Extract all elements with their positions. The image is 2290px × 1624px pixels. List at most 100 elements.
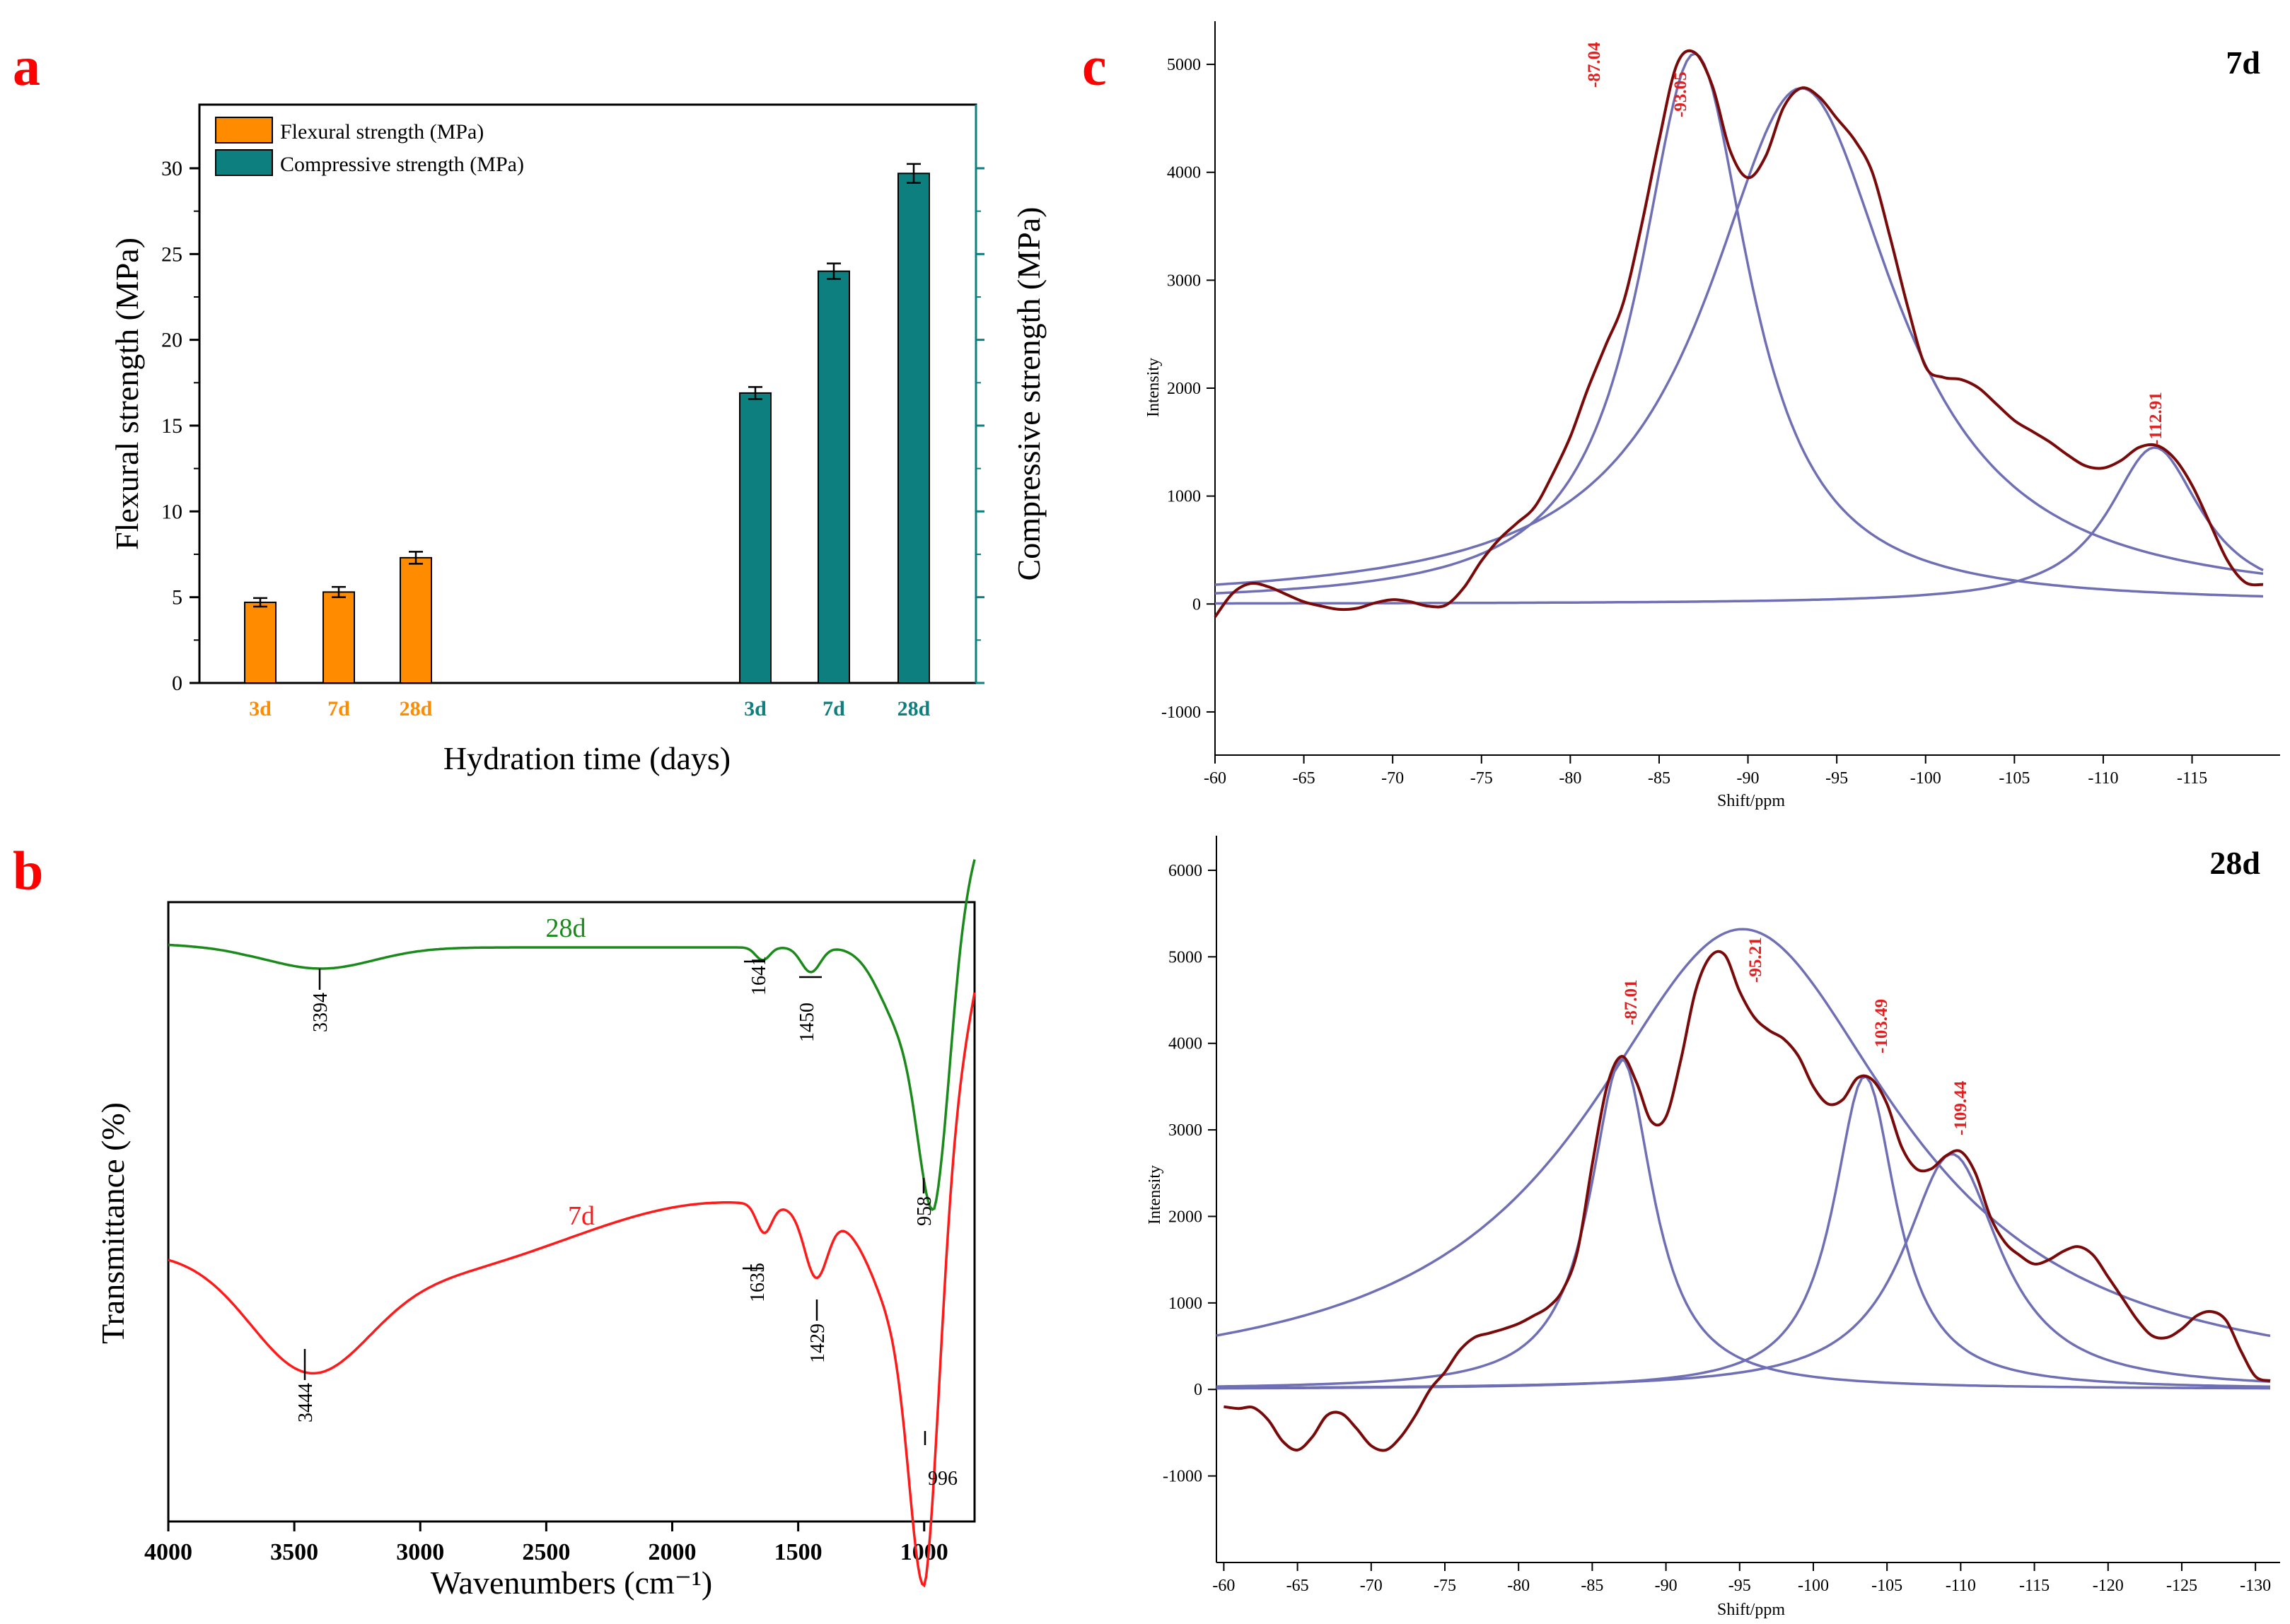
nmr7-ytick-label: 4000 (1167, 164, 1201, 182)
panel-a-category-labels: 3d 7d 28d 3d 7d 28d (249, 697, 931, 720)
panel-a-error-bar (907, 163, 921, 184)
nmr28-fit-curve-3 (1216, 1075, 2271, 1390)
panel-b-xtick-label: 3000 (396, 1539, 444, 1565)
nmr28-xtick-label: -100 (1798, 1577, 1829, 1595)
panel-b-xtick-label: 1000 (900, 1539, 948, 1565)
nmr28-peak-label-2: -95.21 (1746, 937, 1765, 983)
panel-letter-a: a (13, 35, 40, 97)
panel-a-legend: Flexural strength (MPa) Compressive stre… (215, 117, 524, 176)
ir-peak-958: 958 (914, 1196, 936, 1226)
panel-a-y-axis-label: Flexural strength (MPa) (109, 238, 145, 550)
nmr7-ytick-label: 0 (1192, 595, 1201, 614)
nmr7-ytick-label: 2000 (1167, 380, 1201, 398)
nmr7-fit-curves (1214, 52, 2264, 605)
ir-series-label-7d: 7d (568, 1201, 595, 1231)
nmr7-xtick-label: -60 (1204, 769, 1226, 788)
nmr28-peak-label-4: -109.44 (1951, 1080, 1970, 1135)
nmr7-xtick-label: -100 (1910, 769, 1941, 788)
panel-a-category-label: 28d (897, 697, 931, 720)
panel-b-xtick-label: 4000 (144, 1539, 192, 1565)
nmr7-xtick-label: -105 (1999, 769, 2030, 788)
nmr7-fit-curve-2 (1214, 86, 2264, 586)
nmr28-ytick-label: 4000 (1168, 1035, 1202, 1053)
panel-a-category-label: 7d (327, 697, 350, 720)
nmr7-xtick-label: -75 (1470, 769, 1493, 788)
nmr7-ytick-label: 3000 (1167, 271, 1201, 290)
nmr28-x-axis-label: Shift/ppm (1717, 1601, 1785, 1619)
panel-b-y-axis-label: Transmittance (%) (95, 1102, 131, 1344)
nmr7-ytick-label: -1000 (1161, 703, 1201, 722)
nmr28-xtick-label: -115 (2019, 1577, 2050, 1595)
nmr28-xtick-label: -130 (2240, 1577, 2271, 1595)
legend-swatch-flexural (215, 117, 273, 144)
panel-a-bar-compressive-28d (897, 173, 930, 684)
nmr28-xtick-label: -105 (1871, 1577, 1902, 1595)
panel-a-ytick-label: 20 (161, 329, 182, 352)
panel-b-xtick-label: 3500 (270, 1539, 318, 1565)
panel-a-ytick-label: 0 (172, 672, 182, 695)
ir-peak-3444: 3444 (295, 1383, 317, 1423)
ir-peak-1429: 1429 (807, 1324, 829, 1363)
panel-b-xtick-label: 2000 (649, 1539, 697, 1565)
nmr7-experimental-curve (1214, 49, 2264, 618)
legend-label-flexural: Flexural strength (MPa) (280, 120, 484, 144)
panel-letter-b: b (13, 840, 43, 901)
panel-b-xtick-label: 1500 (774, 1539, 823, 1565)
legend-label-compressive: Compressive strength (MPa) (280, 153, 524, 176)
nmr28-xtick-label: -70 (1360, 1577, 1383, 1595)
panel-b-frame (167, 901, 976, 1523)
nmr28-fit-curve-1 (1216, 1058, 2270, 1390)
panel-a-ytick-label: 15 (161, 414, 182, 438)
nmr7-peak-label-1: -87.04 (1585, 42, 1604, 88)
ir-peak-markers (303, 960, 926, 1445)
nmr7-ytick-label: 5000 (1167, 56, 1201, 74)
panel-b-ftir-chart: 4000 3500 3000 2500 2000 1500 1000 28d 7d 3394… (95, 859, 976, 1601)
panel-a-error-bar (827, 262, 841, 280)
nmr28-peak-label-1: -87.01 (1622, 979, 1641, 1025)
legend-swatch-compressive (215, 149, 273, 176)
panel-c-nmr-28d: -60 -65 -70 -75 -80 -85 -90 -95 -100 -105 -110 -115… (1146, 836, 2280, 1619)
ir-peak-1641: 1641 (748, 956, 770, 995)
nmr28-ytick-label: 6000 (1168, 862, 1202, 880)
panel-a-bar-chart: 0 5 10 15 20 25 30 3d 7d 28d 3d 7d 28d Flexural str… (109, 103, 1047, 776)
panel-a-ytick-label: 30 (161, 157, 182, 180)
panel-a-category-label: 3d (744, 697, 767, 720)
nmr28-xtick-label: -95 (1728, 1577, 1751, 1595)
nmr28-xtick-label: -125 (2166, 1577, 2197, 1595)
panel-letter-c: c (1082, 35, 1107, 97)
panel-b-x-axis-label: Wavenumbers (cm⁻¹) (431, 1565, 712, 1601)
nmr28-experimental-curve (1224, 950, 2271, 1452)
ir-peak-1450: 1450 (796, 1003, 818, 1042)
nmr7-y-axis-label: Intensity (1144, 358, 1163, 417)
nmr28-xtick-label: -65 (1286, 1577, 1309, 1595)
nmr28-peak-label-3: -103.49 (1872, 999, 1891, 1053)
nmr7-ticks: -60 -65 -70 -75 -80 -85 -90 -95 -100 -105 -110 -115… (1161, 56, 2207, 788)
nmr7-ytick-label: 1000 (1167, 488, 1201, 506)
panel-b-x-ticks: 4000 3500 3000 2500 2000 1500 1000 (144, 1521, 948, 1565)
panel-a-bar-flexural-7d (322, 591, 355, 684)
nmr7-x-axis-label: Shift/ppm (1717, 792, 1785, 810)
panel-a-ytick-label: 10 (161, 500, 182, 523)
panel-a-bar-compressive-3d (739, 392, 772, 684)
nmr28-ytick-label: 3000 (1168, 1121, 1202, 1140)
nmr7-xtick-label: -70 (1381, 769, 1404, 788)
nmr7-peak-label-3: -112.91 (2146, 392, 2166, 445)
nmr28-xtick-label: -60 (1212, 1577, 1235, 1595)
nmr28-xtick-label: -80 (1507, 1577, 1530, 1595)
panel-a-error-bar (409, 551, 423, 565)
nmr28-xtick-label: -75 (1434, 1577, 1456, 1595)
panel-a-ytick-label: 5 (172, 586, 182, 609)
panel-a-bars (244, 163, 930, 684)
nmr7-title: 7d (2226, 45, 2260, 81)
panel-c-nmr-7d: -60 -65 -70 -75 -80 -85 -90 -95 -100 -105 -110 -115… (1144, 21, 2280, 810)
panel-a-error-bar (253, 597, 267, 608)
ir-curve-28d (168, 859, 976, 1211)
ir-peak-3394: 3394 (310, 993, 332, 1032)
nmr28-ytick-label: 2000 (1168, 1208, 1202, 1226)
panel-a-category-label: 7d (823, 697, 845, 720)
panel-a-error-bar (332, 585, 346, 598)
nmr28-xtick-label: -120 (2093, 1577, 2124, 1595)
nmr28-fit-curves (1216, 928, 2271, 1390)
